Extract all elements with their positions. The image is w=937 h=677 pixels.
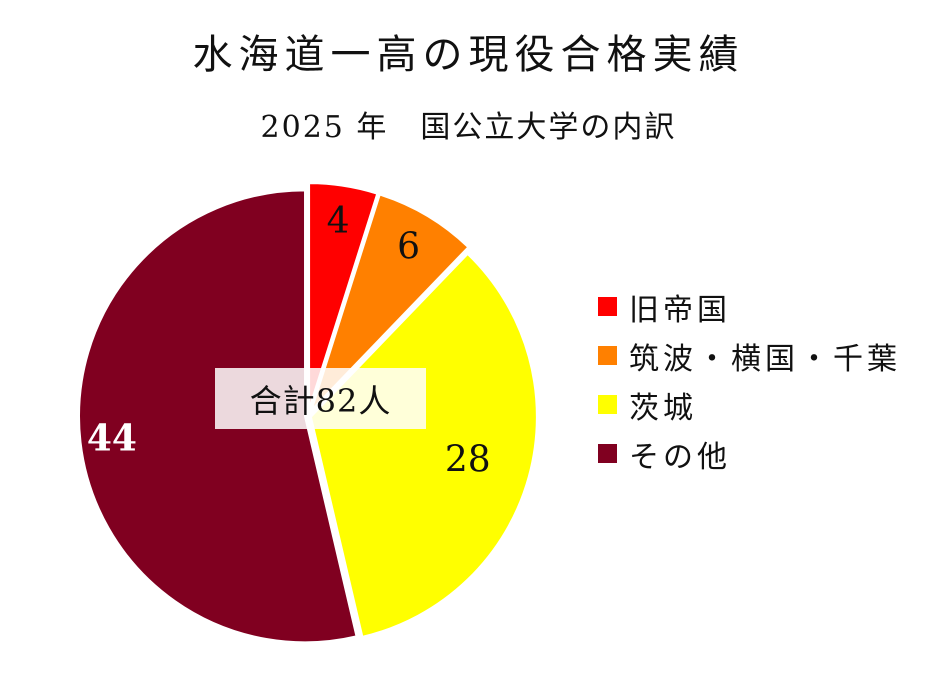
legend: 旧帝国筑波・横国・千葉 茨城その他 (598, 282, 901, 478)
legend-item: 旧帝国 (598, 282, 901, 331)
chart-subtitle: 2025 年 国公立大学の内訳 (260, 110, 677, 145)
legend-label: 筑波・横国・千葉 (629, 341, 901, 377)
legend-swatch (598, 444, 617, 463)
slice-value-label: 28 (445, 439, 491, 480)
slice-value-label: 44 (87, 418, 137, 460)
slice-value-label: 4 (327, 201, 350, 242)
pie-slice (309, 252, 538, 639)
pie-slice (310, 193, 470, 411)
slice-value-label: 6 (397, 226, 420, 267)
chart-title: 水海道一高の現役合格実績 (192, 32, 745, 78)
legend-swatch (598, 395, 617, 414)
total-label: 合計82人 (215, 368, 426, 429)
legend-label: 旧帝国 (629, 292, 731, 328)
legend-item: 筑波・横国・千葉 (598, 331, 901, 380)
legend-item: その他 (598, 429, 901, 478)
legend-swatch (598, 346, 617, 365)
legend-swatch (598, 297, 617, 316)
pie-slice (308, 182, 379, 410)
legend-label: その他 (629, 439, 731, 475)
legend-label: 茨城 (629, 390, 697, 426)
legend-item: 茨城 (598, 380, 901, 429)
